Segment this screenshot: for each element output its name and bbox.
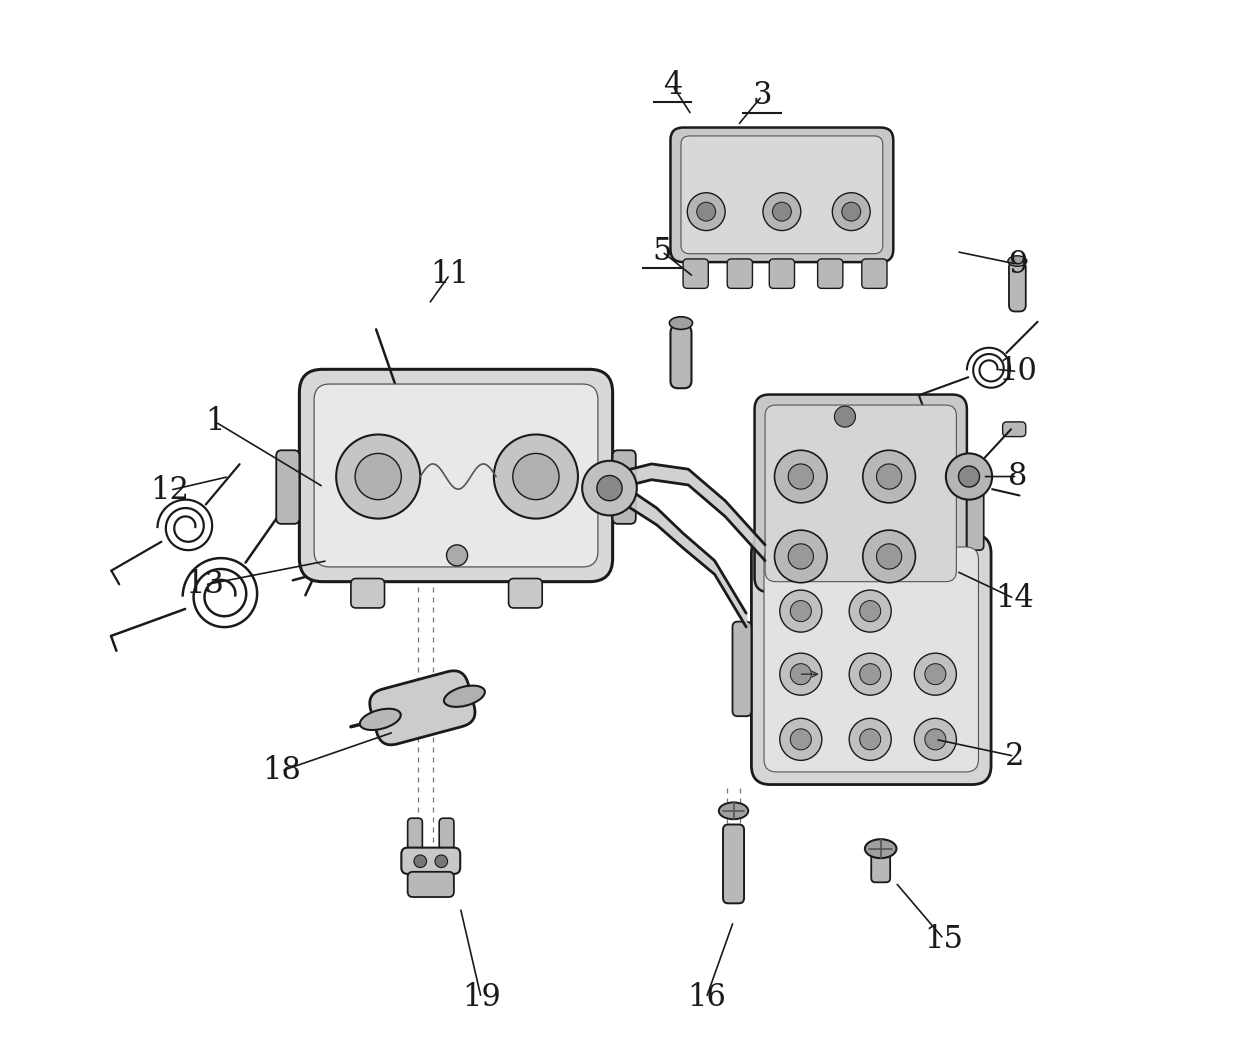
Circle shape bbox=[925, 728, 946, 749]
FancyBboxPatch shape bbox=[727, 259, 753, 289]
FancyBboxPatch shape bbox=[439, 818, 454, 850]
Circle shape bbox=[863, 450, 915, 503]
Circle shape bbox=[780, 719, 822, 760]
Circle shape bbox=[859, 664, 880, 685]
FancyBboxPatch shape bbox=[817, 259, 843, 289]
Circle shape bbox=[494, 434, 578, 519]
FancyBboxPatch shape bbox=[683, 259, 708, 289]
Circle shape bbox=[877, 544, 901, 569]
Text: 18: 18 bbox=[262, 756, 301, 786]
Text: 5: 5 bbox=[652, 236, 672, 267]
Text: 13: 13 bbox=[185, 569, 224, 601]
Ellipse shape bbox=[866, 839, 897, 858]
FancyBboxPatch shape bbox=[370, 670, 475, 745]
FancyBboxPatch shape bbox=[508, 579, 542, 608]
FancyBboxPatch shape bbox=[1009, 261, 1025, 312]
Circle shape bbox=[914, 653, 956, 696]
Circle shape bbox=[790, 664, 811, 685]
Text: 9: 9 bbox=[1008, 249, 1027, 279]
Circle shape bbox=[832, 193, 870, 231]
Text: 11: 11 bbox=[430, 259, 469, 290]
FancyBboxPatch shape bbox=[299, 369, 613, 582]
Circle shape bbox=[790, 601, 811, 622]
Circle shape bbox=[959, 466, 980, 487]
FancyBboxPatch shape bbox=[967, 487, 983, 550]
FancyBboxPatch shape bbox=[723, 824, 744, 903]
Circle shape bbox=[414, 855, 427, 867]
Circle shape bbox=[596, 475, 622, 501]
Text: 14: 14 bbox=[994, 583, 1034, 614]
Ellipse shape bbox=[670, 317, 692, 329]
Circle shape bbox=[775, 450, 827, 503]
Ellipse shape bbox=[1008, 256, 1027, 267]
Circle shape bbox=[842, 202, 861, 221]
FancyBboxPatch shape bbox=[671, 326, 692, 388]
FancyBboxPatch shape bbox=[764, 547, 978, 772]
FancyBboxPatch shape bbox=[733, 622, 751, 717]
Circle shape bbox=[446, 545, 467, 566]
Circle shape bbox=[790, 728, 811, 749]
FancyBboxPatch shape bbox=[681, 136, 883, 254]
Circle shape bbox=[780, 590, 822, 632]
Circle shape bbox=[355, 453, 402, 500]
Circle shape bbox=[336, 434, 420, 519]
FancyBboxPatch shape bbox=[402, 847, 460, 874]
FancyBboxPatch shape bbox=[872, 845, 890, 882]
Circle shape bbox=[859, 601, 880, 622]
Text: 8: 8 bbox=[1008, 461, 1027, 492]
Circle shape bbox=[513, 453, 559, 500]
Circle shape bbox=[789, 464, 813, 489]
FancyBboxPatch shape bbox=[862, 259, 887, 289]
FancyBboxPatch shape bbox=[408, 818, 423, 850]
Circle shape bbox=[849, 590, 892, 632]
Text: 2: 2 bbox=[1004, 741, 1024, 772]
Text: 1: 1 bbox=[206, 407, 224, 437]
Text: 15: 15 bbox=[924, 923, 963, 955]
FancyBboxPatch shape bbox=[1003, 422, 1025, 436]
Text: 12: 12 bbox=[150, 474, 190, 506]
Circle shape bbox=[849, 653, 892, 696]
Circle shape bbox=[835, 406, 856, 427]
FancyBboxPatch shape bbox=[351, 579, 384, 608]
Circle shape bbox=[763, 193, 801, 231]
Circle shape bbox=[773, 202, 791, 221]
FancyBboxPatch shape bbox=[345, 521, 366, 540]
Circle shape bbox=[697, 202, 715, 221]
Circle shape bbox=[849, 719, 892, 760]
FancyBboxPatch shape bbox=[314, 384, 598, 567]
FancyBboxPatch shape bbox=[613, 450, 636, 524]
Ellipse shape bbox=[444, 685, 485, 707]
Circle shape bbox=[780, 653, 822, 696]
FancyBboxPatch shape bbox=[769, 259, 795, 289]
Circle shape bbox=[859, 728, 880, 749]
Circle shape bbox=[863, 530, 915, 583]
FancyBboxPatch shape bbox=[408, 872, 454, 897]
Circle shape bbox=[687, 193, 725, 231]
FancyBboxPatch shape bbox=[751, 534, 991, 784]
Text: 16: 16 bbox=[687, 982, 725, 1014]
Text: 3: 3 bbox=[753, 80, 771, 112]
Text: 4: 4 bbox=[663, 70, 682, 101]
Text: 10: 10 bbox=[998, 356, 1037, 387]
Circle shape bbox=[914, 719, 956, 760]
Text: 19: 19 bbox=[461, 982, 501, 1014]
Circle shape bbox=[775, 530, 827, 583]
Circle shape bbox=[789, 544, 813, 569]
FancyBboxPatch shape bbox=[671, 128, 893, 262]
Ellipse shape bbox=[719, 802, 748, 819]
FancyBboxPatch shape bbox=[397, 401, 417, 415]
Ellipse shape bbox=[360, 708, 401, 730]
FancyBboxPatch shape bbox=[765, 405, 956, 582]
Circle shape bbox=[946, 453, 992, 500]
Circle shape bbox=[582, 461, 637, 515]
Circle shape bbox=[435, 855, 448, 867]
Circle shape bbox=[925, 664, 946, 685]
Circle shape bbox=[877, 464, 901, 489]
FancyBboxPatch shape bbox=[277, 450, 299, 524]
FancyBboxPatch shape bbox=[755, 394, 967, 592]
